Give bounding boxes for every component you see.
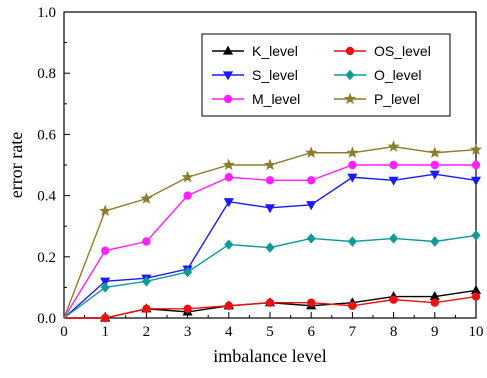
series-O_level xyxy=(63,230,481,319)
series-OS_level xyxy=(64,292,481,323)
legend-swatch-marker xyxy=(345,46,355,56)
data-point xyxy=(141,276,151,287)
y-axis-label: error rate xyxy=(6,132,26,198)
data-point xyxy=(430,160,439,170)
data-point xyxy=(429,170,440,180)
y-tick-label: 0.4 xyxy=(37,189,56,205)
series-line xyxy=(63,145,477,319)
data-point xyxy=(471,160,481,170)
legend-swatch-marker xyxy=(222,71,234,81)
data-point xyxy=(430,298,439,307)
data-point xyxy=(389,233,399,244)
legend-label: S_level xyxy=(252,67,298,83)
x-tick-label: 3 xyxy=(184,324,192,340)
data-point xyxy=(346,146,359,158)
x-tick-label: 0 xyxy=(60,324,68,340)
y-tick-label: 0.2 xyxy=(37,250,56,266)
data-point xyxy=(265,298,275,307)
data-point xyxy=(142,304,151,314)
data-point xyxy=(347,236,357,247)
data-point xyxy=(224,173,233,182)
data-point xyxy=(222,158,235,171)
data-point xyxy=(470,176,482,186)
data-point xyxy=(99,204,112,217)
data-point xyxy=(224,239,234,250)
x-tick-label: 7 xyxy=(349,324,357,340)
data-point xyxy=(265,242,275,253)
x-tick-label: 10 xyxy=(469,324,484,340)
data-point xyxy=(389,295,398,304)
legend-item-O_level: O_level xyxy=(334,67,421,83)
data-point xyxy=(140,192,153,204)
legend: K_level OS_level S_level O_level M_level P_le… xyxy=(201,33,451,117)
legend-item-S_level: S_level xyxy=(212,67,298,83)
series-line xyxy=(63,164,476,319)
data-point xyxy=(181,170,194,183)
data-point xyxy=(183,266,193,278)
data-point xyxy=(100,313,110,323)
data-point xyxy=(387,140,400,152)
legend-item-P_level: P_level xyxy=(334,91,420,107)
data-point xyxy=(142,237,151,246)
data-point xyxy=(223,198,234,208)
data-point xyxy=(471,292,481,301)
data-point xyxy=(100,277,111,287)
x-axis-label: imbalance level xyxy=(213,346,326,366)
data-point xyxy=(388,176,399,186)
legend-label: OS_level xyxy=(374,43,431,59)
legend-swatch-marker xyxy=(345,69,355,81)
legend-item-K_level: K_level xyxy=(212,43,298,59)
legend-item-M_level: M_level xyxy=(212,91,300,107)
data-point xyxy=(348,301,357,310)
data-point xyxy=(183,304,192,314)
data-point xyxy=(100,282,110,293)
data-point xyxy=(306,201,317,211)
axis-ticks: 0 1 2 3 4 5 6 7 8 9 10 0.0 0.2 0.4 0.6 0.8 1.0 xyxy=(37,5,483,340)
series-S_level xyxy=(63,170,482,319)
y-tick-label: 0.0 xyxy=(37,311,56,327)
series-M_level xyxy=(63,160,481,319)
data-point xyxy=(430,236,440,247)
x-tick-label: 8 xyxy=(390,324,398,340)
legend-label: P_level xyxy=(374,91,420,107)
data-point xyxy=(224,301,233,310)
data-point xyxy=(471,230,481,241)
y-tick-label: 0.6 xyxy=(37,127,56,143)
data-point xyxy=(307,176,316,185)
x-tick-label: 4 xyxy=(225,324,233,340)
data-point xyxy=(183,191,192,200)
legend-swatch-marker xyxy=(223,94,233,104)
data-point xyxy=(428,146,441,158)
data-point xyxy=(306,233,316,244)
series-P_level xyxy=(63,140,483,319)
data-point xyxy=(265,176,275,185)
data-point xyxy=(469,143,483,155)
series-layer xyxy=(63,140,483,323)
legend-label: K_level xyxy=(252,43,298,59)
data-point xyxy=(348,160,357,170)
legend-swatch-marker xyxy=(343,92,357,105)
data-point xyxy=(263,158,277,171)
data-point xyxy=(100,246,110,255)
legend-item-OS_level: OS_level xyxy=(334,43,431,59)
data-point xyxy=(264,204,276,214)
data-point xyxy=(347,173,358,183)
x-tick-label: 6 xyxy=(307,324,315,340)
legend-swatch-marker xyxy=(222,45,234,55)
x-tick-label: 5 xyxy=(266,324,274,340)
x-tick-label: 1 xyxy=(101,324,109,340)
legend-label: M_level xyxy=(252,91,300,107)
data-point xyxy=(307,298,316,307)
x-tick-label: 9 xyxy=(431,324,439,340)
y-tick-label: 1.0 xyxy=(37,5,56,21)
legend-label: O_level xyxy=(374,67,421,83)
y-tick-label: 0.8 xyxy=(37,66,56,82)
data-point xyxy=(305,146,318,158)
x-tick-label: 2 xyxy=(143,324,151,340)
data-point xyxy=(389,160,398,170)
